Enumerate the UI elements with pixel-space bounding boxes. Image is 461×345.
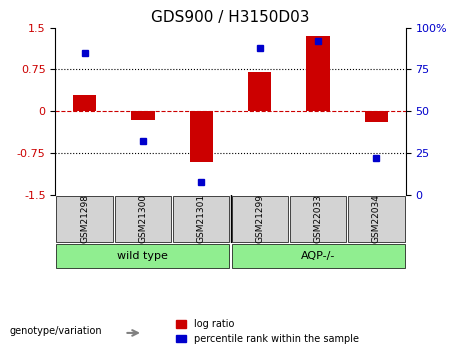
FancyBboxPatch shape (232, 196, 288, 242)
FancyBboxPatch shape (57, 196, 112, 242)
Text: genotype/variation: genotype/variation (9, 326, 102, 336)
Bar (307, 36, 330, 111)
Text: GSM21299: GSM21299 (255, 194, 264, 243)
Bar (131, 111, 154, 120)
Text: GSM22034: GSM22034 (372, 195, 381, 243)
Text: GSM21300: GSM21300 (138, 194, 148, 244)
Text: GSM21301: GSM21301 (197, 194, 206, 244)
Text: GSM21298: GSM21298 (80, 194, 89, 243)
Text: GSM22033: GSM22033 (313, 194, 323, 243)
Title: GDS900 / H3150D03: GDS900 / H3150D03 (151, 10, 310, 25)
Text: AQP-/-: AQP-/- (301, 251, 335, 261)
Bar (189, 111, 213, 161)
FancyBboxPatch shape (115, 196, 171, 242)
Bar (365, 111, 388, 122)
Bar (248, 72, 272, 111)
FancyBboxPatch shape (290, 196, 346, 242)
FancyBboxPatch shape (232, 244, 404, 268)
Bar (73, 95, 96, 111)
FancyBboxPatch shape (57, 244, 229, 268)
FancyBboxPatch shape (173, 196, 229, 242)
Text: wild type: wild type (118, 251, 168, 261)
FancyBboxPatch shape (349, 196, 404, 242)
Legend: log ratio, percentile rank within the sample: log ratio, percentile rank within the sa… (173, 316, 361, 345)
